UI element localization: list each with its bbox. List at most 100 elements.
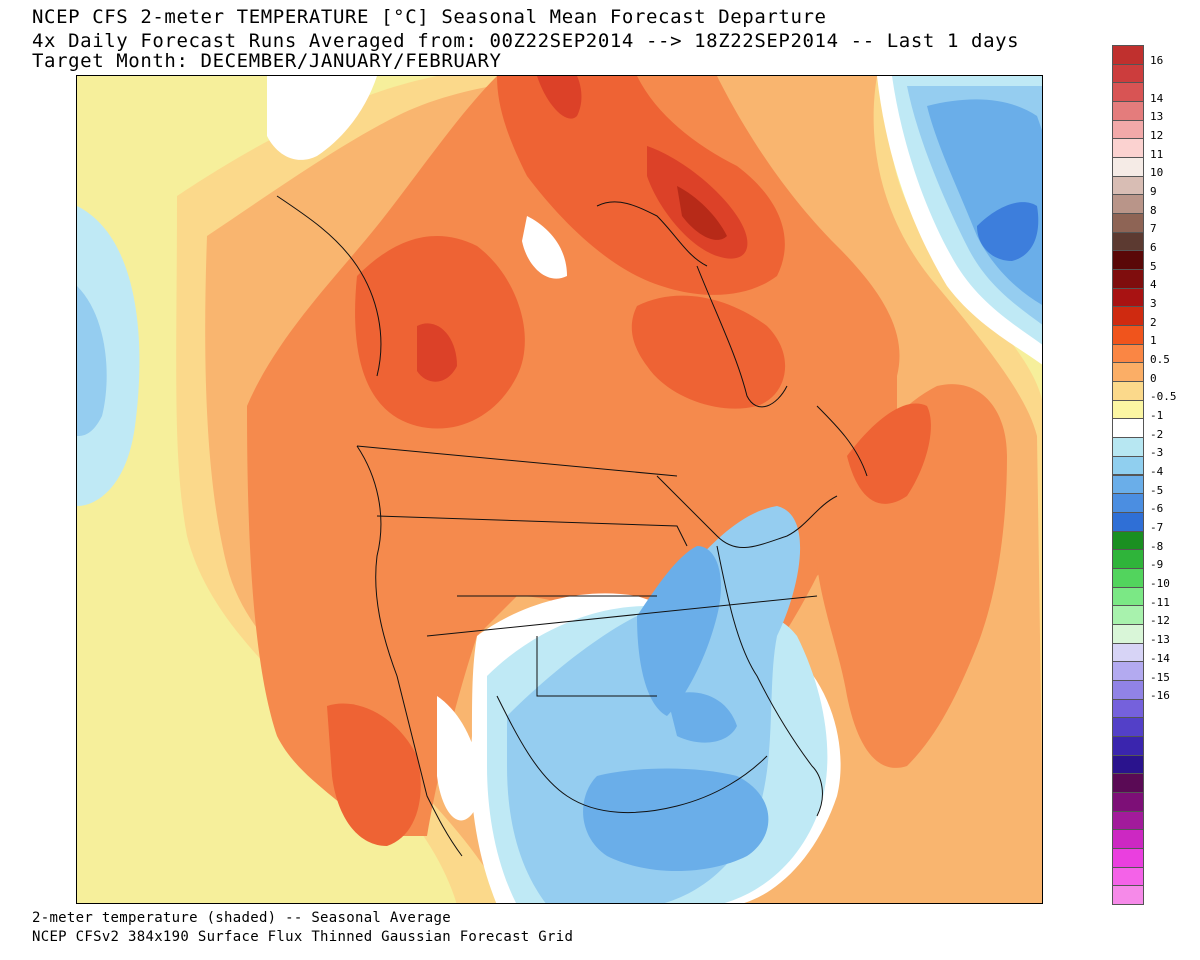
colorbar-cell bbox=[1112, 306, 1144, 327]
colorbar-tick-label: -6 bbox=[1150, 502, 1164, 516]
southeast-cool-2 bbox=[667, 692, 737, 743]
colorbar-tick-label: -15 bbox=[1150, 670, 1170, 684]
neutral-patch-southwest bbox=[437, 696, 480, 821]
colorbar-cell bbox=[1112, 661, 1144, 681]
colorbar-cell bbox=[1112, 287, 1144, 308]
colorbar-cell bbox=[1112, 213, 1144, 233]
colorbar-cell bbox=[1112, 474, 1144, 495]
us-cool-2-ohio bbox=[637, 546, 721, 716]
chart-title-line-1: NCEP CFS 2-meter TEMPERATURE [°C] Season… bbox=[32, 6, 827, 28]
colorbar-cell bbox=[1112, 810, 1144, 831]
colorbar-cell bbox=[1112, 437, 1144, 457]
footer-line-1: 2-meter temperature (shaded) -- Seasonal… bbox=[32, 910, 451, 926]
colorbar-tick-label: 11 bbox=[1150, 147, 1164, 161]
hudson-warm-3 bbox=[631, 295, 786, 409]
colorbar-cell bbox=[1112, 511, 1144, 532]
colorbar-cell bbox=[1112, 847, 1144, 868]
colorbar-tick-label: -13 bbox=[1150, 633, 1170, 647]
colorbar-cell bbox=[1112, 773, 1144, 793]
colorbar-tick-label: 7 bbox=[1150, 222, 1157, 236]
colorbar-cell bbox=[1112, 418, 1144, 439]
colorbar-cell bbox=[1112, 194, 1144, 215]
colorbar-tick-label: 13 bbox=[1150, 110, 1164, 124]
colorbar-tick-label: 9 bbox=[1150, 184, 1157, 198]
northwest-warm-3 bbox=[537, 76, 582, 119]
colorbar-cell bbox=[1112, 885, 1144, 905]
colorbar-tick-label: 10 bbox=[1150, 166, 1164, 180]
temperature-anomaly-map bbox=[76, 75, 1043, 904]
colorbar-cell bbox=[1112, 343, 1144, 364]
colorbar-cell bbox=[1112, 138, 1144, 159]
colorbar-tick-label: -0.5 bbox=[1150, 390, 1177, 404]
colorbar-cell bbox=[1112, 231, 1144, 252]
colorbar-tick-label: -4 bbox=[1150, 465, 1164, 479]
colorbar-cell bbox=[1112, 157, 1144, 177]
footer-line-2: NCEP CFSv2 384x190 Surface Flux Thinned … bbox=[32, 929, 574, 945]
colorbar-tick-label: 1 bbox=[1150, 334, 1157, 348]
colorbar-cell bbox=[1112, 866, 1144, 887]
colorbar-tick-label: -1 bbox=[1150, 409, 1164, 423]
colorbar-tick-label: -2 bbox=[1150, 427, 1164, 441]
colorbar-tick-label: 2 bbox=[1150, 315, 1157, 329]
colorbar-tick-label: 16 bbox=[1150, 54, 1164, 68]
coastline-outlines bbox=[276, 195, 868, 857]
colorbar-cell bbox=[1112, 175, 1144, 196]
colorbar-tick-label: -12 bbox=[1150, 614, 1170, 628]
colorbar-tick-label: -5 bbox=[1150, 483, 1164, 497]
colorbar-cell bbox=[1112, 362, 1144, 383]
colorbar-cell bbox=[1112, 642, 1144, 663]
colorbar-tick-label: 8 bbox=[1150, 203, 1157, 217]
colorbar-cell bbox=[1112, 791, 1144, 812]
colorbar-cell bbox=[1112, 399, 1144, 420]
colorbar-cell bbox=[1112, 101, 1144, 121]
chart-title-line-2: 4x Daily Forecast Runs Averaged from: 00… bbox=[32, 30, 1020, 52]
colorbar-cell bbox=[1112, 455, 1144, 476]
colorbar-tick-label: 5 bbox=[1150, 259, 1157, 273]
chart-title-line-3: Target Month: DECEMBER/JANUARY/FEBRUARY bbox=[32, 50, 502, 72]
colorbar-cell bbox=[1112, 717, 1144, 737]
atlantic-warm-3 bbox=[847, 403, 931, 504]
colorbar-cell bbox=[1112, 549, 1144, 569]
colorbar-tick-label: 4 bbox=[1150, 278, 1157, 292]
colorbar-cell bbox=[1112, 530, 1144, 551]
colorbar-tick-label: 12 bbox=[1150, 128, 1164, 142]
colorbar-cell bbox=[1112, 623, 1144, 644]
pacific-cool-core bbox=[77, 286, 107, 436]
atlantic-cool-3 bbox=[977, 202, 1039, 261]
colorbar-tick-label: -11 bbox=[1150, 595, 1170, 609]
colorbar-cell bbox=[1112, 829, 1144, 849]
colorbar-cell bbox=[1112, 381, 1144, 401]
colorbar-tick-label: 0.5 bbox=[1150, 353, 1170, 367]
colorbar-cell bbox=[1112, 567, 1144, 588]
colorbar-cell bbox=[1112, 63, 1144, 84]
colorbar-tick-label: -10 bbox=[1150, 577, 1170, 591]
colorbar-tick-label: -3 bbox=[1150, 446, 1164, 460]
colorbar-tick-label: -9 bbox=[1150, 558, 1164, 572]
colorbar-tick-label: 3 bbox=[1150, 297, 1157, 311]
colorbar-tick-label: 0 bbox=[1150, 371, 1157, 385]
colorbar-cell bbox=[1112, 269, 1144, 289]
colorbar-cell bbox=[1112, 325, 1144, 345]
colorbar-cell bbox=[1112, 735, 1144, 756]
colorbar-tick-label: -14 bbox=[1150, 651, 1170, 665]
arctic-islands-neutral bbox=[267, 76, 377, 160]
colorbar-tick-label: -8 bbox=[1150, 539, 1164, 553]
neutral-patch-north bbox=[522, 216, 567, 279]
colorbar-tick-label: -16 bbox=[1150, 689, 1170, 703]
colorbar-tick-label: 6 bbox=[1150, 241, 1157, 254]
canada-warm-4-west bbox=[417, 323, 457, 382]
colorbar-cell bbox=[1112, 45, 1144, 65]
gulf-cool-2 bbox=[583, 768, 769, 871]
temperature-colorbar bbox=[1112, 45, 1146, 905]
colorbar-cell bbox=[1112, 493, 1144, 513]
canada-warm-5-north bbox=[677, 186, 727, 240]
colorbar-cell bbox=[1112, 605, 1144, 625]
colorbar-cell bbox=[1112, 754, 1144, 775]
colorbar-cell bbox=[1112, 586, 1144, 607]
colorbar-cell bbox=[1112, 119, 1144, 140]
pacific-cool-patch bbox=[77, 206, 140, 506]
colorbar-cell bbox=[1112, 82, 1144, 103]
colorbar-cell bbox=[1112, 679, 1144, 700]
colorbar-tick-label: -7 bbox=[1150, 521, 1164, 535]
mexico-warm-3 bbox=[327, 703, 421, 846]
